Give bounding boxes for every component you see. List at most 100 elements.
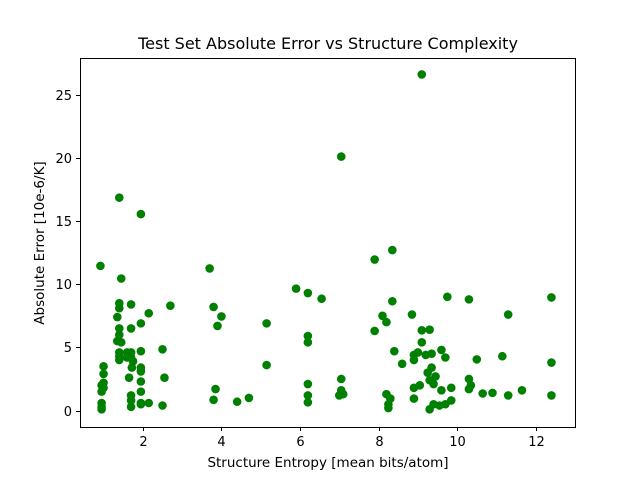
y-tick-label: 10 bbox=[55, 278, 72, 293]
data-point bbox=[209, 395, 218, 405]
data-point bbox=[144, 398, 154, 408]
data-point bbox=[114, 324, 124, 333]
data-point bbox=[126, 396, 136, 405]
data-point bbox=[547, 391, 556, 400]
data-point bbox=[386, 394, 395, 403]
data-point bbox=[158, 401, 167, 410]
data-point bbox=[124, 373, 134, 383]
x-axis-label: Structure Entropy [mean bits/atom] bbox=[207, 455, 448, 471]
data-point bbox=[409, 394, 419, 403]
x-tick-label: 10 bbox=[449, 435, 466, 450]
data-point bbox=[370, 326, 379, 336]
y-axis-label: Absolute Error [10e-6/K] bbox=[32, 161, 48, 324]
data-point bbox=[303, 398, 313, 407]
data-point bbox=[114, 355, 124, 365]
data-point bbox=[211, 384, 220, 394]
data-point bbox=[213, 321, 222, 331]
data-point bbox=[136, 319, 146, 328]
x-tick-label: 8 bbox=[375, 435, 383, 450]
data-point bbox=[547, 293, 556, 302]
x-tick-label: 12 bbox=[528, 435, 545, 450]
data-point bbox=[407, 310, 417, 319]
data-point bbox=[262, 319, 271, 328]
x-tick-label: 2 bbox=[139, 435, 147, 450]
plot-area-frame bbox=[80, 58, 576, 428]
chart-title: Test Set Absolute Error vs Structure Com… bbox=[137, 34, 518, 53]
data-point bbox=[417, 70, 427, 79]
data-point bbox=[517, 386, 527, 395]
data-point bbox=[431, 372, 440, 381]
data-point bbox=[478, 389, 487, 398]
data-point bbox=[397, 359, 407, 369]
y-tick-label: 25 bbox=[55, 89, 72, 104]
data-point bbox=[232, 397, 242, 407]
data-point bbox=[488, 388, 497, 398]
data-point bbox=[99, 369, 108, 379]
data-point bbox=[437, 345, 446, 355]
data-point bbox=[427, 363, 436, 372]
data-point bbox=[166, 301, 175, 310]
data-points bbox=[96, 70, 556, 414]
data-point bbox=[413, 348, 423, 357]
data-point bbox=[425, 325, 434, 335]
data-point bbox=[126, 300, 136, 309]
data-point bbox=[158, 344, 167, 354]
data-point bbox=[303, 379, 313, 389]
data-point bbox=[136, 377, 146, 386]
data-point bbox=[466, 381, 476, 390]
data-point bbox=[244, 393, 254, 403]
data-point bbox=[217, 312, 226, 321]
data-point bbox=[446, 396, 456, 405]
data-point bbox=[114, 193, 124, 202]
data-point bbox=[114, 303, 124, 313]
data-point bbox=[116, 338, 126, 347]
y-tick-label: 0 bbox=[64, 405, 72, 420]
data-point bbox=[303, 338, 313, 347]
data-point bbox=[446, 383, 456, 393]
data-point bbox=[96, 261, 105, 271]
data-point bbox=[136, 399, 146, 409]
data-point bbox=[472, 355, 482, 364]
data-point bbox=[136, 387, 146, 396]
data-point bbox=[336, 374, 346, 384]
x-tick-label: 4 bbox=[217, 435, 225, 450]
data-point bbox=[382, 317, 391, 327]
data-point bbox=[126, 402, 136, 412]
data-point bbox=[338, 389, 348, 399]
data-point bbox=[503, 310, 513, 319]
data-point bbox=[116, 274, 126, 283]
data-point bbox=[303, 331, 313, 341]
data-point bbox=[160, 373, 169, 383]
data-point bbox=[388, 296, 397, 306]
data-point bbox=[209, 302, 218, 312]
data-point bbox=[441, 353, 450, 362]
data-point bbox=[317, 294, 326, 304]
data-point bbox=[126, 324, 136, 333]
data-point bbox=[205, 264, 214, 273]
data-point bbox=[128, 356, 138, 366]
y-tick-label: 20 bbox=[55, 152, 72, 167]
data-point bbox=[503, 391, 513, 400]
data-point bbox=[136, 367, 146, 376]
data-point bbox=[303, 391, 313, 400]
data-point bbox=[303, 288, 313, 298]
data-point bbox=[99, 362, 108, 371]
data-point bbox=[113, 312, 122, 322]
data-point bbox=[370, 255, 379, 264]
data-point bbox=[427, 349, 436, 359]
data-point bbox=[99, 383, 108, 393]
data-point bbox=[417, 326, 427, 335]
data-point bbox=[464, 295, 474, 304]
y-tick-label: 5 bbox=[64, 341, 72, 356]
data-point bbox=[498, 351, 507, 361]
data-point bbox=[437, 386, 446, 395]
data-point bbox=[415, 381, 425, 390]
data-point bbox=[429, 379, 438, 389]
data-point bbox=[97, 405, 106, 414]
data-point bbox=[291, 284, 301, 293]
y-axis-ticks: 0 5 10 15 20 25 bbox=[55, 89, 80, 420]
data-point bbox=[144, 308, 154, 318]
data-point bbox=[443, 292, 452, 302]
